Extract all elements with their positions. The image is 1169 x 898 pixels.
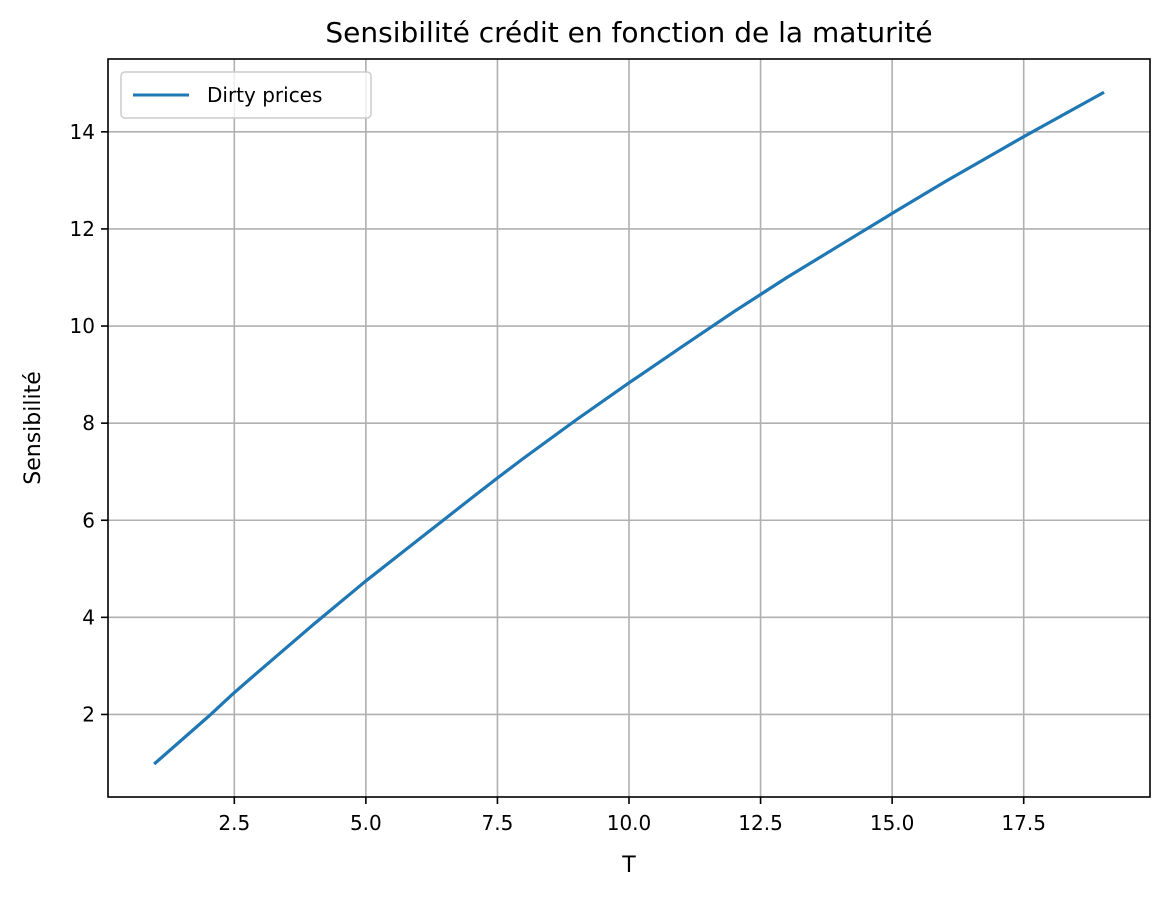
y-tick-label: 12 [70,217,95,241]
x-tick-label: 15.0 [870,811,915,835]
legend-box [120,71,372,119]
x-tick-label: 5.0 [350,811,382,835]
x-tick-label: 7.5 [482,811,514,835]
series-line-dirty-prices [153,90,1105,766]
ticks: 2.5 5.0 7.5 10.0 12.5 15.0 17.5 2 4 6 8 10 12 14 [70,120,1046,835]
y-tick-label: 2 [82,702,95,726]
x-tick-label: 17.5 [1001,811,1046,835]
x-axis-label: T [621,853,636,878]
y-axis-label: Sensibilité [21,371,46,484]
legend: Dirty prices [120,71,372,119]
chart-title: Sensibilité crédit en fonction de la mat… [325,16,932,49]
y-tick-label: 10 [70,314,95,338]
grid [108,59,1150,797]
y-tick-label: 14 [70,120,95,144]
x-tick-label: 2.5 [218,811,250,835]
series-layer [153,90,1105,766]
y-tick-label: 4 [82,605,95,629]
legend-label-dirty-prices: Dirty prices [207,83,322,107]
y-tick-label: 8 [82,411,95,435]
x-tick-label: 10.0 [607,811,652,835]
y-tick-label: 6 [82,508,95,532]
x-tick-label: 12.5 [738,811,783,835]
